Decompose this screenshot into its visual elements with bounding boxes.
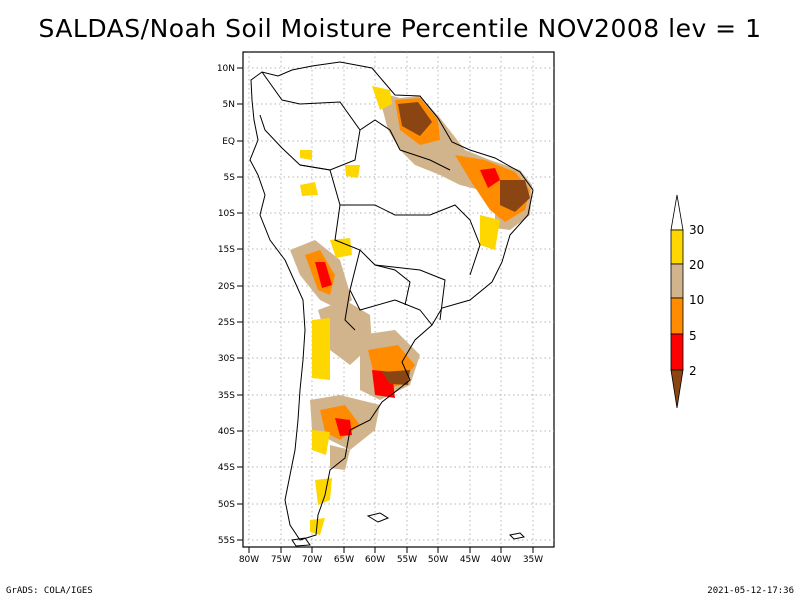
lat-tick-label: 20S bbox=[218, 282, 235, 292]
soil-moisture-fill bbox=[290, 86, 532, 535]
lat-tick-label: 5S bbox=[224, 173, 236, 183]
colorbar-label: 10 bbox=[689, 293, 704, 307]
lon-tick-label: 55W bbox=[397, 555, 417, 565]
colorbar bbox=[670, 194, 684, 409]
lon-tick-label: 75W bbox=[271, 555, 291, 565]
lon-tick-label: 60W bbox=[365, 555, 385, 565]
colorbar-label: 5 bbox=[689, 329, 697, 343]
lat-tick-label: 15S bbox=[218, 245, 235, 255]
lon-tick-label: 35W bbox=[523, 555, 543, 565]
footer-timestamp: 2021-05-12-17:36 bbox=[707, 586, 794, 596]
lat-tick-label: 10N bbox=[217, 64, 235, 74]
lat-tick-label: 10S bbox=[218, 209, 235, 219]
colorbar-labels: 30 20 10 5 2 bbox=[689, 223, 704, 378]
lon-tick-label: 70W bbox=[302, 555, 322, 565]
lat-tick-label: 40S bbox=[218, 427, 235, 437]
lat-tick-label: 50S bbox=[218, 500, 235, 510]
colorbar-label: 30 bbox=[689, 223, 704, 237]
colorbar-label: 2 bbox=[689, 364, 697, 378]
islands bbox=[291, 512, 526, 547]
lon-tick-label: 80W bbox=[239, 555, 259, 565]
coastlines bbox=[249, 61, 534, 541]
lon-tick-label: 40W bbox=[491, 555, 511, 565]
colorbar-swatch bbox=[670, 297, 684, 335]
lon-tick-label: 45W bbox=[460, 555, 480, 565]
lat-tick-label: 45S bbox=[218, 463, 235, 473]
lon-tick-label: 50W bbox=[428, 555, 448, 565]
lat-tick-label: EQ bbox=[222, 137, 235, 147]
lon-tick-label: 65W bbox=[334, 555, 354, 565]
lat-tick-label: 30S bbox=[218, 354, 235, 364]
lat-axis: 10N 5N EQ 5S 10S 15S 20S 25S 30S 35S 40S… bbox=[217, 64, 243, 546]
colorbar-swatch bbox=[670, 333, 684, 371]
lat-tick-label: 5N bbox=[223, 100, 235, 110]
lat-tick-label: 55S bbox=[218, 536, 235, 546]
colorbar-swatch bbox=[670, 263, 684, 299]
colorbar-swatch bbox=[670, 229, 684, 265]
lon-axis: 80W 75W 70W 65W 60W 55W 50W 45W 40W 35W bbox=[239, 547, 543, 565]
map-title: SALDAS/Noah Soil Moisture Percentile NOV… bbox=[38, 14, 762, 43]
lat-tick-label: 25S bbox=[218, 318, 235, 328]
lat-tick-label: 35S bbox=[218, 391, 235, 401]
footer-credit: GrADS: COLA/IGES bbox=[6, 586, 93, 596]
colorbar-top-arrow-icon bbox=[670, 194, 684, 231]
colorbar-bottom-arrow-icon bbox=[670, 369, 684, 409]
colorbar-label: 20 bbox=[689, 258, 704, 272]
